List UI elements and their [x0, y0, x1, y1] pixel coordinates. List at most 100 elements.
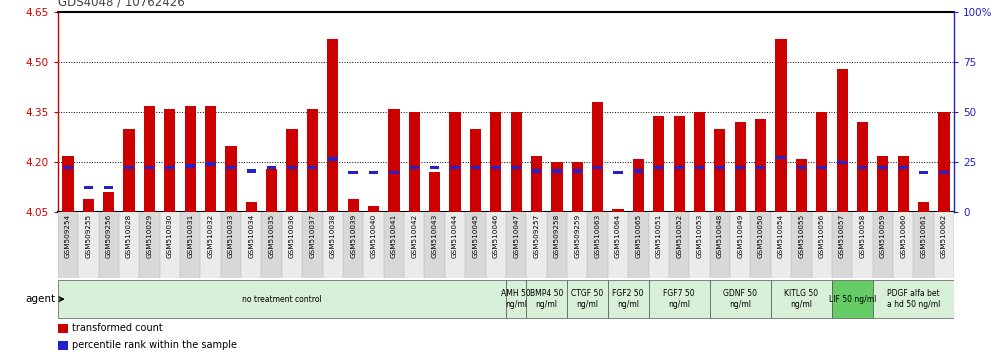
Bar: [838, 161, 847, 164]
Text: FGF7 50
ng/ml: FGF7 50 ng/ml: [663, 290, 695, 309]
Bar: [710, 280, 771, 318]
Bar: [593, 166, 603, 169]
Bar: [547, 212, 567, 278]
Text: GSM510047: GSM510047: [513, 214, 519, 258]
Bar: [165, 166, 174, 169]
Bar: [730, 212, 750, 278]
Bar: [567, 280, 608, 318]
Bar: [913, 212, 934, 278]
Text: GSM510038: GSM510038: [330, 214, 336, 258]
Bar: [343, 212, 364, 278]
Bar: [486, 212, 506, 278]
Text: GSM510051: GSM510051: [655, 214, 661, 258]
Bar: [588, 212, 608, 278]
Bar: [735, 122, 746, 212]
Bar: [633, 169, 643, 172]
Bar: [58, 280, 506, 318]
Bar: [673, 116, 684, 212]
Bar: [143, 106, 155, 212]
Bar: [471, 166, 480, 169]
Bar: [771, 212, 791, 278]
Text: GSM510045: GSM510045: [472, 214, 478, 258]
Bar: [450, 166, 460, 169]
Bar: [99, 212, 119, 278]
Text: GSM510035: GSM510035: [269, 214, 275, 258]
Bar: [364, 212, 383, 278]
Bar: [184, 106, 196, 212]
Bar: [694, 113, 705, 212]
Bar: [669, 212, 689, 278]
Bar: [58, 324, 68, 333]
Bar: [104, 185, 114, 189]
Bar: [328, 39, 339, 212]
Text: percentile rank within the sample: percentile rank within the sample: [72, 340, 237, 350]
Text: GSM509259: GSM509259: [575, 214, 581, 258]
Bar: [267, 166, 277, 169]
Text: CTGF 50
ng/ml: CTGF 50 ng/ml: [572, 290, 604, 309]
Bar: [592, 102, 604, 212]
Bar: [858, 166, 868, 169]
Bar: [532, 169, 541, 172]
Text: GDS4048 / 10762426: GDS4048 / 10762426: [58, 0, 184, 8]
Bar: [282, 212, 302, 278]
Text: GSM510055: GSM510055: [799, 214, 805, 258]
Bar: [58, 341, 68, 350]
Text: GSM510033: GSM510033: [228, 214, 234, 258]
Bar: [897, 156, 908, 212]
Bar: [63, 166, 73, 169]
Text: GSM510034: GSM510034: [248, 214, 254, 258]
Bar: [714, 129, 725, 212]
Bar: [796, 159, 807, 212]
Bar: [857, 122, 869, 212]
Bar: [837, 69, 848, 212]
Bar: [470, 129, 481, 212]
Bar: [816, 113, 828, 212]
Bar: [938, 113, 949, 212]
Bar: [526, 280, 567, 318]
Text: GSM510030: GSM510030: [166, 214, 173, 258]
Bar: [185, 164, 195, 167]
Bar: [893, 212, 913, 278]
Bar: [552, 169, 562, 172]
Bar: [139, 212, 159, 278]
Bar: [750, 212, 771, 278]
Text: GSM509257: GSM509257: [534, 214, 540, 258]
Text: GSM510062: GSM510062: [941, 214, 947, 258]
Bar: [465, 212, 486, 278]
Text: GSM510061: GSM510061: [920, 214, 926, 258]
Bar: [200, 212, 221, 278]
Text: GSM510058: GSM510058: [860, 214, 866, 258]
Bar: [832, 280, 872, 318]
Text: GSM510057: GSM510057: [839, 214, 846, 258]
Bar: [369, 171, 378, 174]
Text: GSM509255: GSM509255: [86, 214, 92, 258]
Bar: [506, 212, 526, 278]
Text: GSM510041: GSM510041: [390, 214, 397, 258]
Bar: [614, 171, 622, 174]
Bar: [225, 146, 236, 212]
Text: GSM510064: GSM510064: [615, 214, 622, 258]
Bar: [632, 159, 644, 212]
Bar: [404, 212, 424, 278]
Bar: [918, 202, 929, 212]
Bar: [797, 166, 806, 169]
Bar: [221, 212, 241, 278]
Text: agent: agent: [26, 294, 56, 304]
Bar: [84, 185, 93, 189]
Bar: [63, 156, 74, 212]
Bar: [104, 192, 115, 212]
Bar: [247, 169, 256, 172]
Bar: [180, 212, 200, 278]
Bar: [832, 212, 853, 278]
Bar: [648, 280, 710, 318]
Bar: [205, 106, 216, 212]
Bar: [164, 109, 175, 212]
Bar: [791, 212, 812, 278]
Text: GSM510043: GSM510043: [431, 214, 437, 258]
Bar: [388, 109, 399, 212]
Text: GDNF 50
ng/ml: GDNF 50 ng/ml: [723, 290, 757, 309]
Text: GSM510059: GSM510059: [879, 214, 885, 258]
Text: GSM510054: GSM510054: [778, 214, 784, 258]
Bar: [695, 166, 704, 169]
Bar: [383, 212, 404, 278]
